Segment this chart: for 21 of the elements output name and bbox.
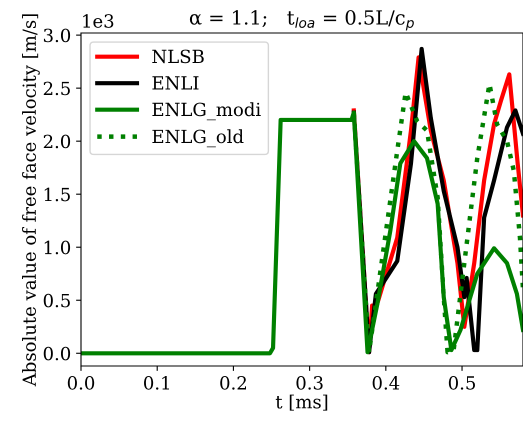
y-tick-label: 0.0 bbox=[44, 346, 70, 360]
x-tick-label: 0.0 bbox=[68, 376, 94, 390]
x-tick-label: 0.2 bbox=[220, 376, 246, 390]
legend-label: ENLG_modi bbox=[152, 102, 261, 120]
legend-label: ENLI bbox=[152, 76, 199, 90]
y-tick-label: 0.5 bbox=[44, 294, 70, 308]
text: 1e3 bbox=[83, 14, 114, 28]
y-tick-label: 2.5 bbox=[44, 82, 70, 96]
y-tick-label: 1.0 bbox=[44, 240, 70, 254]
y-tick-label: 3.0 bbox=[44, 28, 70, 42]
x-tick-label: 0.3 bbox=[296, 376, 323, 390]
y-tick-label: 2.0 bbox=[44, 134, 70, 148]
x-tick-label: 0.4 bbox=[372, 376, 400, 390]
legend-label: NLSB bbox=[152, 50, 204, 64]
chart-title: α = 1.1; t$_{loa}$ = 0.5L/c$_{p}$ bbox=[190, 10, 414, 31]
x-tick-label: 0.5 bbox=[448, 376, 475, 390]
y-tick-label: 1.5 bbox=[44, 188, 70, 202]
y-axis-title: Absolute value of free face velocity [m/s] bbox=[22, 14, 40, 386]
x-axis-title: t [ms] bbox=[276, 394, 328, 411]
legend-label: ENLG_old bbox=[152, 129, 244, 148]
x-tick-label: 0.1 bbox=[144, 376, 169, 390]
